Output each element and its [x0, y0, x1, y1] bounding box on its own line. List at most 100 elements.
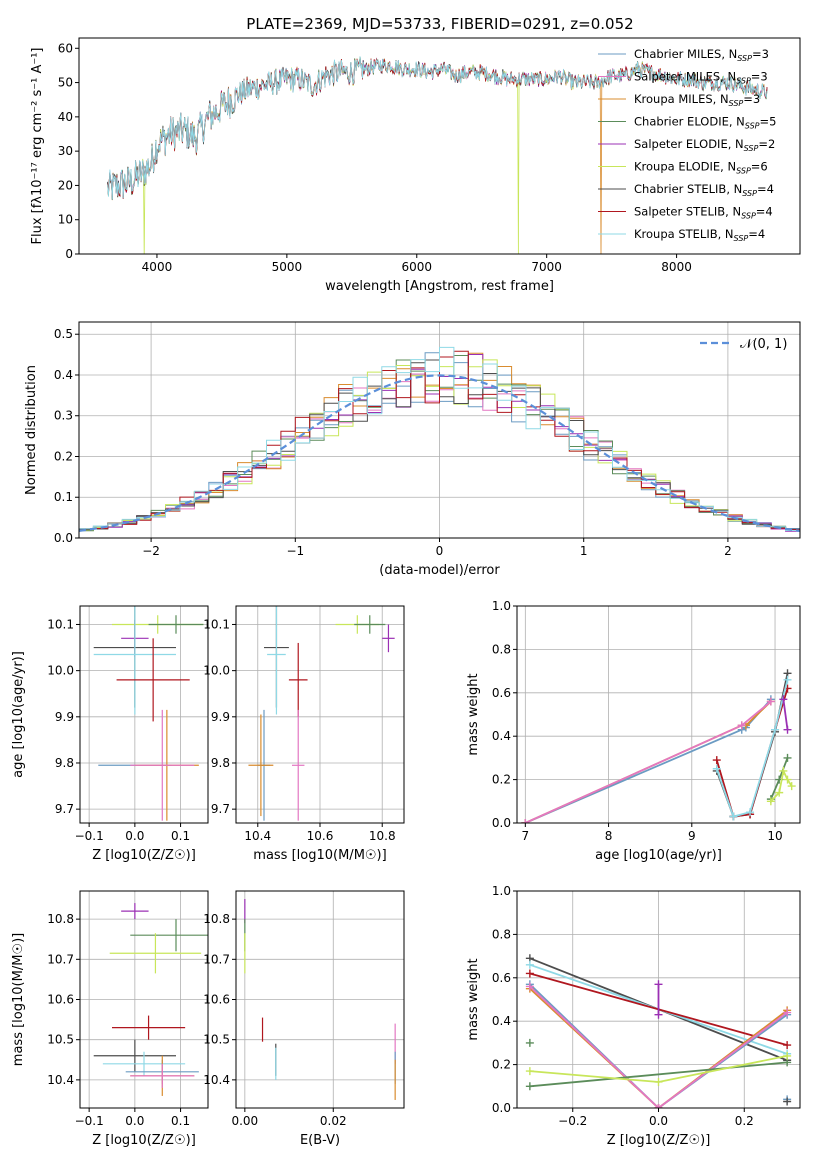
- x-tick-label: 0.2: [735, 1114, 754, 1128]
- weight-line: [782, 699, 789, 730]
- weight-marker: [729, 812, 738, 821]
- error-point-salpeter_stelib: [288, 642, 308, 717]
- y-tick-label: 10.5: [47, 1033, 74, 1047]
- histogram-kroupa_stelib: [79, 346, 800, 533]
- x-tick-label: −0.1: [75, 1114, 104, 1128]
- y-tick-label: 60: [58, 41, 73, 55]
- x-axis-label: Z [log10(Z/Z☉)]: [607, 1133, 711, 1148]
- y-tick-label: 1.0: [492, 884, 511, 898]
- y-tick-label: 10.4: [203, 1073, 230, 1087]
- legend-label: Salpeter MILES, NSSP=3: [634, 70, 768, 86]
- weight-marker-chabrier_stelib: [783, 1097, 792, 1106]
- x-tick-label: 5000: [272, 260, 303, 274]
- legend-label: Chabrier ELODIE, NSSP=5: [634, 115, 776, 131]
- weight-marker: [654, 980, 663, 989]
- x-tick-label: 0.1: [171, 829, 190, 843]
- x-tick-label: 2: [724, 544, 732, 558]
- weight-marker: [654, 1077, 663, 1086]
- error-point-salpeter_stelib: [116, 638, 190, 722]
- plot-area: [248, 606, 395, 821]
- weight-marker: [737, 721, 746, 730]
- weight-marker: [783, 753, 792, 762]
- weight-line: [524, 700, 772, 823]
- y-tick-label: 0.2: [492, 1058, 511, 1072]
- weight-marker: [525, 969, 534, 978]
- y-tick-label: 0.0: [492, 1101, 511, 1115]
- plot-area: [525, 954, 792, 1108]
- weight-series-kroupa_elodie: [525, 1051, 792, 1086]
- y-tick-label: 10.6: [47, 993, 74, 1007]
- axes-frame: [516, 605, 801, 824]
- weight-series-salpeter_elodie: [654, 980, 663, 1019]
- weight-line: [529, 983, 788, 1108]
- weight-line: [524, 700, 772, 823]
- error-point-kroupa_elodie: [109, 933, 202, 974]
- weight-marker: [525, 960, 534, 969]
- weight-marker: [787, 782, 796, 791]
- x-tick-label: 10: [767, 829, 782, 843]
- weight-marker: [783, 725, 792, 734]
- weight-series-chabrier_stelib: [712, 669, 792, 821]
- x-axis-label: age [log10(age/yr)]: [595, 848, 722, 863]
- x-axis-label: Z [log10(Z/Z☉)]: [92, 1133, 196, 1148]
- weight-series-kroupa_stelib: [712, 675, 792, 821]
- x-tick-label: 0.0: [125, 829, 144, 843]
- x-axis-label: Z [log10(Z/Z☉)]: [92, 848, 196, 863]
- y-axis-label: mass [log10(M/M☉)]: [11, 933, 26, 1066]
- error-point-salpeter_stelib: [112, 1015, 186, 1040]
- y-tick-label: 0.0: [54, 531, 73, 545]
- x-tick-label: 0.00: [231, 1114, 258, 1128]
- y-tick-label: 0.5: [54, 327, 73, 341]
- y-tick-label: 0.4: [492, 729, 511, 743]
- legend-label: Kroupa MILES, NSSP=3: [634, 92, 760, 108]
- plot-area: [93, 903, 208, 1096]
- weight-line: [524, 698, 772, 823]
- y-tick-label: 10.7: [203, 952, 230, 966]
- weight-line: [529, 985, 788, 1108]
- weight-marker: [766, 697, 775, 706]
- weight-series-salpeter_miles: [525, 982, 792, 1108]
- weight-marker: [783, 675, 792, 684]
- weight-marker: [779, 766, 788, 775]
- y-tick-label: 0.8: [492, 642, 511, 656]
- y-tick-label: 40: [58, 110, 73, 124]
- x-tick-label: 4000: [142, 260, 173, 274]
- x-tick-label: 0.1: [171, 1114, 190, 1128]
- x-axis-label: E(B-V): [300, 1133, 340, 1148]
- legend-label: Chabrier STELIB, NSSP=4: [634, 182, 774, 198]
- x-tick-label: 7: [522, 829, 530, 843]
- error-point-kroupa_miles: [248, 714, 274, 817]
- legend: Chabrier MILES, NSSP=3 Salpeter MILES, NS…: [598, 47, 776, 243]
- axes-frame: [78, 37, 801, 255]
- error-point-salpeter_miles: [130, 709, 195, 821]
- x-tick-label: −2: [142, 544, 160, 558]
- axes-frame: [79, 605, 209, 824]
- y-tick-label: 10: [58, 213, 73, 227]
- spectrum-line-kroupa_stelib: [107, 56, 768, 200]
- weight-marker: [783, 1008, 792, 1017]
- y-tick-label: 9.8: [55, 756, 74, 770]
- y-tick-label: 10.6: [203, 993, 230, 1007]
- y-tick-label: 0.0: [492, 816, 511, 830]
- error-point-kroupa_stelib: [267, 606, 286, 715]
- weight-marker: [771, 725, 780, 734]
- error-point-chabrier_elodie: [130, 919, 208, 952]
- y-tick-label: 10.1: [47, 617, 74, 631]
- panel-weight_vs_age: 7 8 9 10 0.0 0.2 0.4 0.6 0.8 1.0 age [log10(age/yr…: [466, 599, 801, 863]
- panel-spectrum: 4000 5000 6000 7000 8000 0 10 20 30 40 50 60 wavelen…: [30, 37, 801, 294]
- y-tick-label: 0.3: [54, 409, 73, 423]
- x-tick-label: 8000: [661, 260, 692, 274]
- y-axis-label: age [log10(age/yr)]: [11, 651, 26, 778]
- error-point-chabrier_elodie: [148, 615, 204, 634]
- y-tick-label: 9.8: [211, 756, 230, 770]
- error-point-salpeter_miles: [130, 1063, 195, 1088]
- plot-area: [107, 56, 768, 254]
- y-tick-label: 0.6: [492, 686, 511, 700]
- y-tick-label: 10.5: [203, 1033, 230, 1047]
- panel-age_vs_mass: 10.4 10.6 10.8 9.7 9.8 9.9 10.0 10.1 mass [log10…: [203, 605, 405, 863]
- weight-marker: [525, 1067, 534, 1076]
- y-tick-label: 10.4: [47, 1073, 74, 1087]
- x-tick-label: 10.4: [244, 829, 271, 843]
- x-tick-label: 0: [436, 544, 444, 558]
